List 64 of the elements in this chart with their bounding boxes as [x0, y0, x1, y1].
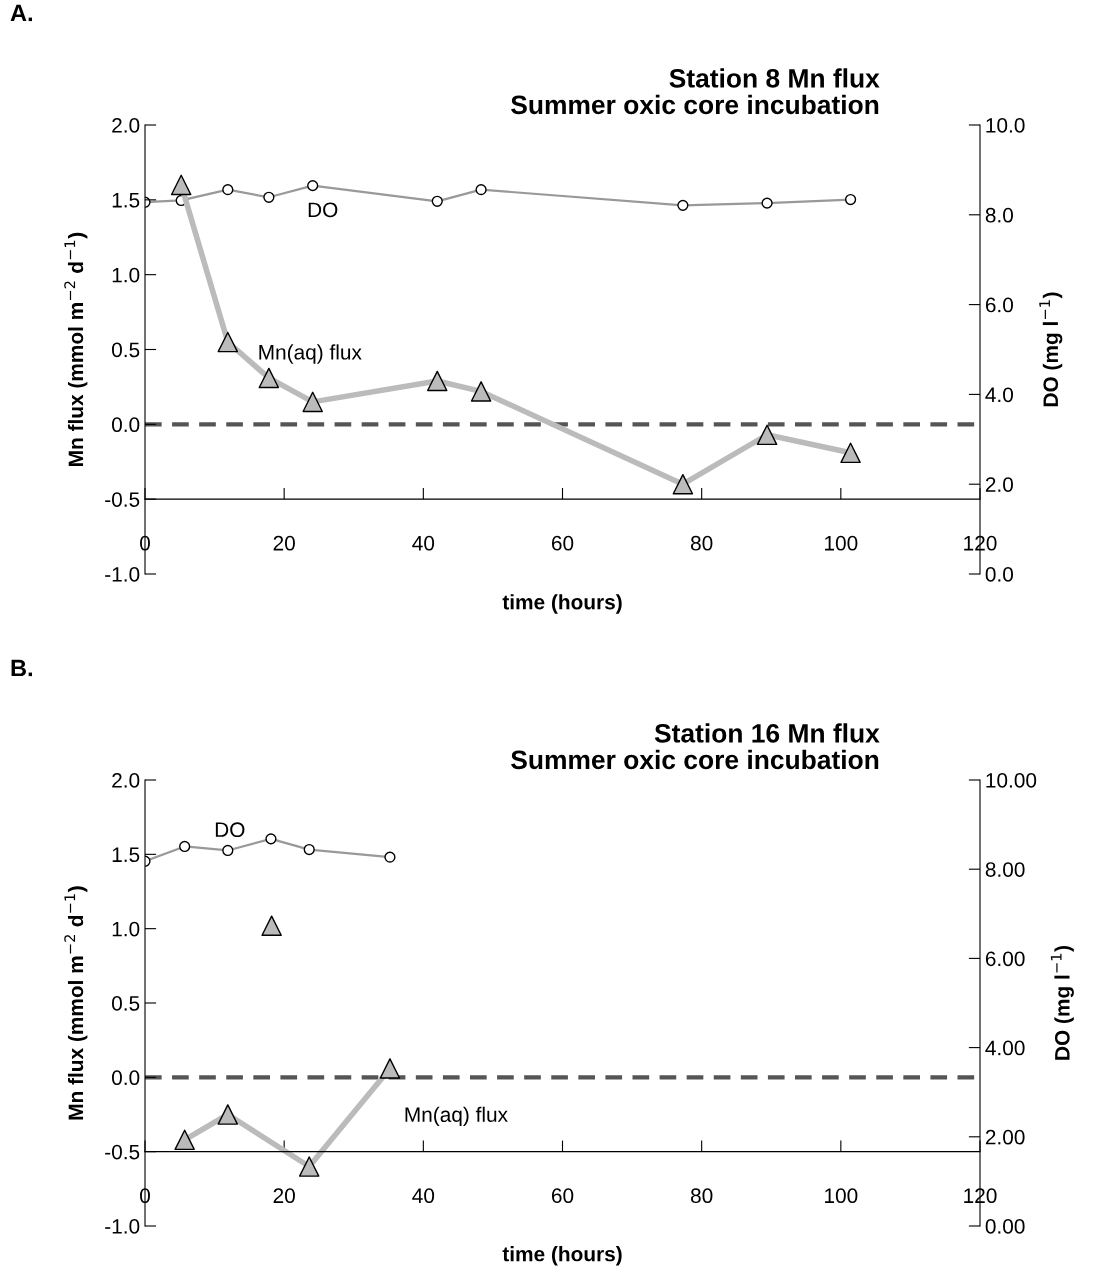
y2-tick-label: 6.0 [985, 297, 1014, 313]
y-tick-label: 2.0 [112, 773, 140, 788]
x-tick-label: 100 [825, 535, 858, 551]
text: A. [10, 4, 32, 22]
x-tick-label: 40 [412, 1188, 435, 1204]
y2-tick-label: 10.00 [986, 773, 1037, 788]
point [470, 381, 492, 402]
y-tick-label: 0.0 [111, 417, 140, 433]
point [258, 367, 280, 389]
x-tick-label: 40 [412, 535, 435, 551]
y2-tick-label: 2.00 [985, 1129, 1025, 1145]
y2-tick-label: 0.0 [985, 567, 1014, 582]
x-tick-label: 100 [825, 1188, 858, 1204]
point [174, 1129, 195, 1151]
y-tick-label: -0.5 [105, 492, 140, 507]
series-label: DO [308, 202, 338, 218]
y2-tick-label: 4.00 [985, 1040, 1025, 1056]
y-tick-label: 1.0 [112, 921, 140, 937]
point [756, 424, 778, 446]
point [298, 1156, 320, 1177]
x-tick-label: 60 [551, 1188, 574, 1204]
series-label: DO [215, 822, 245, 838]
y2-tick-label: 10.0 [986, 118, 1025, 133]
x-tick-label: 80 [690, 1188, 713, 1204]
y2-tick-label: 0.00 [985, 1219, 1025, 1234]
x-tick-label: 20 [273, 1188, 295, 1204]
point [840, 442, 861, 464]
chart-title: Station 8 Mn flux Summer oxic core incubation [511, 68, 880, 115]
point [261, 915, 282, 936]
y2-tick-label: 8.00 [985, 862, 1025, 877]
y-axis-title: Mn flux (mmol m$^{−2}$ d$^{−1}$) [64, 886, 88, 1120]
point [672, 473, 694, 495]
y2-axis-title: DO (mg l$^{−1}$) [1050, 946, 1074, 1060]
x-axis-title: time (hours) [502, 594, 622, 614]
y-tick-label: 0.0 [111, 1070, 140, 1086]
point [217, 331, 239, 353]
y-tick-label: 0.5 [111, 996, 140, 1011]
y-tick-label: 0.5 [111, 342, 140, 358]
point [170, 174, 192, 196]
point [379, 1058, 401, 1079]
y2-tick-label: 4.0 [985, 387, 1014, 403]
y2-tick-label: 6.00 [985, 951, 1025, 967]
y-tick-label: 1.5 [112, 847, 140, 863]
y-tick-label: 1.0 [112, 267, 140, 283]
y-tick-label: 1.5 [112, 193, 140, 208]
y-axis-title: Mn flux (mmol m$^{−2}$ d$^{−1}$) [64, 232, 88, 466]
x-tick-label: 20 [273, 535, 295, 551]
y-tick-label: 2.0 [112, 118, 140, 133]
series-label: Mn(aq) flux [259, 344, 362, 364]
y2-tick-label: 8.0 [985, 207, 1014, 223]
y2-tick-label: 2.0 [985, 477, 1014, 492]
y2-axis-title: DO (mg l$^{−1}$) [1039, 292, 1063, 407]
point [426, 370, 448, 392]
point [302, 391, 323, 413]
x-tick-label: 60 [551, 535, 574, 551]
point [217, 1104, 239, 1125]
y-tick-label: -0.5 [105, 1144, 140, 1160]
x-axis-title: time (hours) [502, 1246, 622, 1266]
chart-title: Station 16 Mn flux Summer oxic core incubation [511, 723, 880, 770]
text: B. [11, 659, 32, 677]
series-label: Mn(aq) flux [405, 1106, 508, 1127]
y-tick-label: -1.0 [105, 1219, 140, 1234]
y-tick-label: -1.0 [105, 567, 140, 582]
x-tick-label: 80 [690, 535, 713, 551]
